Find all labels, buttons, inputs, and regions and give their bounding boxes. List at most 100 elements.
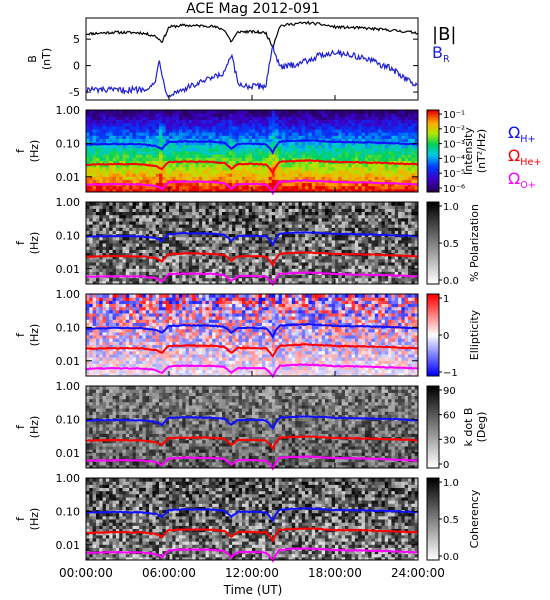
colorbar-label: k dot B [462, 408, 475, 447]
colorbar-label: % Polarization [468, 204, 481, 282]
spectrogram-cells [86, 294, 419, 377]
colorbar-tick-label: 10⁻¹ [443, 110, 465, 121]
colorbar-tick-label: 1.0 [443, 478, 459, 489]
gyrofreq-O-curve [85, 363, 419, 379]
axis-label: f [14, 424, 27, 429]
colorbar-tick-label: 0.0 [443, 276, 459, 287]
gyrofreq-He-curve [85, 343, 418, 359]
panel-coherency: 1.00 0.10 0.01 f (Hz) 1.0 0.5 0.0 Coherency [14, 472, 481, 563]
colorbar-tick-label: 30 [443, 435, 456, 446]
colorbar-label: Intensity [462, 127, 475, 175]
legend-gyro-1: ΩHe+ [508, 146, 541, 168]
panel--polarization: 1.00 0.10 0.01 f (Hz) 1.0 0.5 0.0 % Polarization [14, 196, 481, 287]
series-B-R [85, 44, 419, 99]
series-B-total [85, 20, 419, 49]
gyrofreq-He-curve [85, 527, 419, 543]
legend-B-R: BR [432, 43, 450, 65]
gyrofreq-O-curve [85, 547, 419, 563]
x-tick-label: 06:00:00 [142, 566, 196, 580]
spectrogram-cells [86, 202, 419, 285]
axis-label: f [14, 240, 27, 245]
panel-magnetic-field: -5 0 5 B (nT) |B|BR [26, 17, 456, 101]
tick-label: 0.01 [56, 447, 81, 460]
gyrofreq-He-curve [85, 435, 419, 451]
colorbar [427, 386, 439, 469]
colorbar-tick-label: 10⁻³ [443, 140, 465, 151]
gyrofreq-O-curve [85, 271, 419, 287]
axis-label: (nT) [40, 48, 53, 70]
tick-label: 0.01 [56, 355, 81, 368]
colorbar-frame [426, 385, 440, 469]
panel-k-dot-b: 1.00 0.10 0.01 f (Hz) 90 60 30 0 k dot B (Deg) [14, 380, 488, 471]
spectrogram-cells [86, 478, 419, 561]
legend-gyro-0: ΩH+ [508, 123, 536, 145]
gyrofreq-H-curve [86, 323, 419, 340]
axis-label: (Hz) [28, 232, 41, 255]
tick-label: 0.01 [56, 539, 81, 552]
colorbar-tick-label: 0.5 [443, 239, 459, 250]
colorbar [427, 478, 439, 561]
gyrofreq-O-curve [85, 455, 419, 471]
gyrofreq-O-curve [85, 179, 419, 196]
colorbar-label: (nT²/Hz) [475, 129, 488, 173]
axis-label: (Hz) [28, 416, 41, 439]
x-tick-label: 12:00:00 [225, 566, 279, 580]
panel-ellipticity: 1.00 0.10 0.01 f (Hz) 1 0 −1 Ellipticity [14, 288, 481, 379]
spectrogram-cells [86, 386, 419, 469]
colorbar-tick-label: 10⁻² [443, 125, 465, 136]
tick-label: 0.01 [56, 171, 81, 184]
colorbar [427, 110, 439, 193]
colorbar-tick-label: −1 [443, 368, 458, 379]
gyrofreq-H-curve [85, 507, 419, 523]
gyrofreq-He-curve [85, 251, 419, 268]
colorbar-tick-label: 1 [443, 294, 449, 305]
tick-label: 0.10 [56, 321, 81, 334]
colorbar-tick-label: 1.0 [443, 202, 459, 213]
tick-label: 0 [73, 60, 80, 73]
legend-B-total: |B| [432, 24, 456, 45]
tick-label: 0.10 [56, 413, 81, 426]
gyrofreq-H-curve [85, 139, 419, 156]
gyrofreq-H-curve [85, 415, 419, 431]
x-tick-label: 00:00:00 [59, 566, 113, 580]
tick-label: 1.00 [56, 380, 81, 393]
axis-label: f [14, 148, 27, 153]
tick-label: 1.00 [56, 104, 81, 117]
axis-label: (Hz) [28, 508, 41, 531]
colorbar-tick-label: 10⁻⁶ [443, 184, 465, 195]
chart-title: ACE Mag 2012-091 [186, 1, 320, 17]
gyrofreq-He-curve [85, 159, 419, 176]
axis-label: B [26, 55, 39, 63]
axis-label: f [14, 516, 27, 521]
colorbar-tick-label: 60 [443, 411, 456, 422]
colorbar [427, 294, 439, 377]
colorbar-tick-label: 0 [443, 331, 449, 342]
colorbar-label: Ellipticity [468, 309, 481, 360]
colorbar-tick-label: 10⁻⁵ [443, 169, 465, 180]
tick-label: 0.10 [56, 505, 81, 518]
tick-label: -5 [69, 86, 80, 99]
tick-label: 0.10 [56, 229, 81, 242]
colorbar-tick-label: 0.0 [443, 552, 459, 563]
axis-label: (Hz) [28, 140, 41, 163]
panel-intensity: 1.00 0.10 0.01 f (Hz) 10⁻¹ 10⁻² 10⁻³ 10⁻⁴ 10⁻⁵ 10⁻… [14, 104, 541, 196]
colorbar [427, 202, 439, 285]
colorbar-tick-label: 0 [443, 460, 449, 471]
x-tick-label: 18:00:00 [308, 566, 362, 580]
spectrogram-cells [86, 110, 419, 193]
tick-label: 0.01 [56, 263, 81, 276]
x-tick-label: 24:00:00 [391, 566, 445, 580]
colorbar-tick-label: 0.5 [443, 515, 459, 526]
colorbar-tick-label: 10⁻⁴ [443, 154, 465, 165]
tick-label: 1.00 [56, 472, 81, 485]
tick-label: 5 [73, 33, 80, 46]
tick-label: 1.00 [56, 196, 81, 209]
gyrofreq-H-curve [85, 231, 419, 248]
axis-label: f [14, 332, 27, 337]
colorbar-frame [426, 109, 440, 193]
legend-gyro-2: ΩO+ [508, 169, 536, 191]
axis-label: (Hz) [28, 324, 41, 347]
tick-label: 0.10 [56, 137, 81, 150]
colorbar-label: (Deg) [475, 412, 488, 443]
